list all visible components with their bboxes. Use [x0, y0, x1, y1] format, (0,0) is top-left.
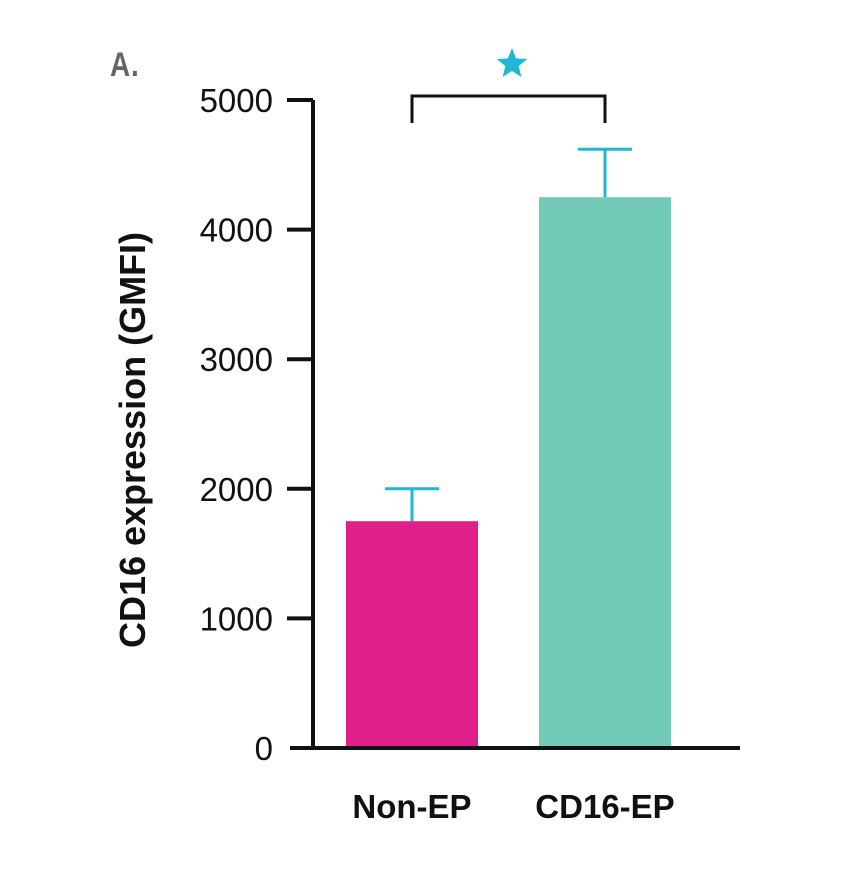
y-axis-title: CD16 expression (GMFI) — [112, 232, 153, 648]
y-tick-label: 2000 — [200, 471, 273, 508]
significance-bracket — [410, 48, 607, 123]
bracket-line — [410, 94, 607, 123]
x-category-label: CD16-EP — [535, 788, 674, 825]
y-tick-label: 3000 — [200, 341, 273, 378]
x-axis: Non-EP CD16-EP — [290, 746, 740, 825]
bar-cd16-ep — [539, 197, 671, 748]
y-tick-label: 4000 — [200, 212, 273, 249]
y-tick-label: 0 — [255, 730, 273, 767]
y-axis: 0 1000 2000 3000 4000 5000 — [200, 82, 315, 767]
star-icon — [496, 48, 528, 77]
x-category-label: Non-EP — [352, 788, 471, 825]
bar-non-ep — [346, 521, 478, 748]
y-tick-label: 1000 — [200, 600, 273, 637]
error-bars — [385, 147, 632, 522]
y-tick-label: 5000 — [200, 82, 273, 119]
bars — [346, 197, 671, 748]
panel-label: A. — [110, 46, 140, 84]
